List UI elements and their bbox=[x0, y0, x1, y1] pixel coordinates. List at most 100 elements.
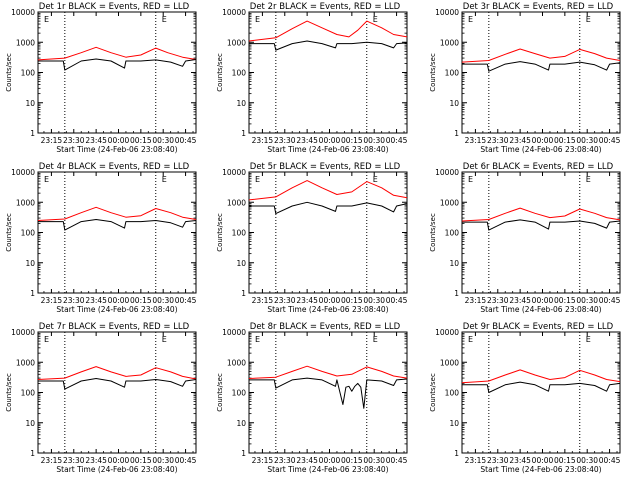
corner-marker-label: E bbox=[468, 15, 473, 24]
y-tick-label: 1 bbox=[30, 449, 35, 458]
corner-marker-label: E bbox=[162, 175, 167, 184]
panel-title: Det 6r BLACK = Events, RED = LLD bbox=[463, 162, 614, 172]
x-tick-label: 23:15 bbox=[465, 136, 487, 145]
corner-marker-label: E bbox=[44, 175, 49, 184]
series-line-lld bbox=[248, 180, 408, 201]
x-tick-label: 23:30 bbox=[274, 296, 296, 305]
series-line-lld bbox=[37, 206, 197, 221]
panel-title: Det 5r BLACK = Events, RED = LLD bbox=[250, 162, 401, 172]
y-tick-label: 10 bbox=[236, 259, 246, 268]
x-tick-label: 23:15 bbox=[252, 296, 274, 305]
y-tick-label: 1 bbox=[241, 289, 246, 298]
series-line-lld bbox=[461, 48, 621, 63]
x-tick-label: 23:45 bbox=[85, 296, 107, 305]
y-tick-label: 1 bbox=[454, 129, 459, 138]
x-tick-label: 00:15 bbox=[554, 456, 576, 465]
panel-det-3: Det 3r BLACK = Events, RED = LLD 1 10 100 10… bbox=[429, 2, 621, 154]
series-line-lld bbox=[461, 369, 621, 384]
x-tick-label: 00:45 bbox=[386, 136, 408, 145]
x-tick-label: 00:15 bbox=[554, 136, 576, 145]
x-tick-label: 00:45 bbox=[599, 456, 621, 465]
y-axis-label: Counts/sec bbox=[216, 373, 224, 412]
x-tick-label: 23:45 bbox=[509, 136, 531, 145]
x-tick-label: 00:00 bbox=[319, 136, 341, 145]
x-axis-label: Start Time (24-Feb-06 23:08:40) bbox=[480, 465, 601, 474]
panel-title: Det 1r BLACK = Events, RED = LLD bbox=[39, 2, 190, 12]
corner-marker-label: E bbox=[468, 175, 473, 184]
y-tick-label: 10000 bbox=[222, 8, 246, 17]
series-line-events bbox=[249, 40, 408, 51]
x-tick-label: 00:15 bbox=[341, 296, 363, 305]
y-tick-label: 1000 bbox=[227, 198, 246, 207]
y-tick-label: 1000 bbox=[16, 358, 35, 367]
plot-frame bbox=[37, 11, 197, 134]
x-tick-label: 00:30 bbox=[576, 136, 598, 145]
series-line-lld bbox=[37, 366, 197, 380]
plot-frame bbox=[461, 171, 621, 294]
corner-marker-label: E bbox=[586, 175, 591, 184]
series-line-lld bbox=[248, 365, 408, 379]
x-tick-label: 00:15 bbox=[341, 136, 363, 145]
x-tick-label: 23:45 bbox=[85, 136, 107, 145]
y-tick-label: 10 bbox=[449, 259, 459, 268]
y-tick-label: 100 bbox=[445, 229, 460, 238]
panel-det-7: Det 7r BLACK = Events, RED = LLD 1 10 100 10… bbox=[5, 322, 197, 474]
x-tick-label: 23:30 bbox=[63, 136, 85, 145]
x-tick-label: 00:15 bbox=[130, 296, 152, 305]
y-tick-label: 1 bbox=[30, 289, 35, 298]
x-tick-label: 00:30 bbox=[152, 456, 174, 465]
y-axis-label: Counts/sec bbox=[5, 53, 13, 92]
x-tick-label: 00:30 bbox=[363, 136, 385, 145]
x-tick-label: 00:00 bbox=[532, 136, 554, 145]
y-axis-label: Counts/sec bbox=[429, 373, 437, 412]
x-tick-label: 00:45 bbox=[175, 136, 197, 145]
y-tick-label: 10000 bbox=[222, 168, 246, 177]
y-tick-label: 100 bbox=[232, 389, 247, 398]
panel-det-6: Det 6r BLACK = Events, RED = LLD 1 10 100 10… bbox=[429, 162, 621, 314]
corner-marker-label: E bbox=[586, 15, 591, 24]
y-tick-label: 10000 bbox=[435, 168, 459, 177]
x-tick-label: 00:45 bbox=[175, 296, 197, 305]
panel-det-1: Det 1r BLACK = Events, RED = LLD 1 10 100 10… bbox=[5, 2, 197, 154]
y-tick-label: 10000 bbox=[435, 328, 459, 337]
series-line-events bbox=[249, 201, 408, 215]
x-tick-label: 00:45 bbox=[599, 136, 621, 145]
x-tick-label: 00:00 bbox=[532, 456, 554, 465]
y-tick-label: 10 bbox=[236, 419, 246, 428]
y-tick-label: 1000 bbox=[440, 198, 459, 207]
y-tick-label: 100 bbox=[232, 69, 247, 78]
corner-marker-label: E bbox=[44, 15, 49, 24]
corner-marker-label: E bbox=[373, 175, 378, 184]
x-axis-label: Start Time (24-Feb-06 23:08:40) bbox=[267, 145, 388, 154]
y-tick-label: 100 bbox=[232, 229, 247, 238]
x-tick-label: 23:30 bbox=[63, 456, 85, 465]
y-tick-label: 10 bbox=[449, 419, 459, 428]
x-tick-label: 00:00 bbox=[319, 456, 341, 465]
plot-frame bbox=[248, 331, 408, 454]
x-tick-label: 00:00 bbox=[108, 296, 130, 305]
y-tick-label: 1000 bbox=[440, 38, 459, 47]
x-tick-label: 00:45 bbox=[599, 296, 621, 305]
x-tick-label: 23:45 bbox=[296, 136, 318, 145]
series-line-lld bbox=[461, 207, 621, 222]
x-tick-label: 00:15 bbox=[130, 456, 152, 465]
x-tick-label: 23:45 bbox=[296, 296, 318, 305]
x-tick-label: 23:45 bbox=[509, 456, 531, 465]
corner-marker-label: E bbox=[468, 335, 473, 344]
corner-marker-label: E bbox=[162, 335, 167, 344]
corner-marker-label: E bbox=[586, 335, 591, 344]
y-tick-label: 1000 bbox=[227, 38, 246, 47]
series-line-events bbox=[462, 219, 621, 231]
x-axis-label: Start Time (24-Feb-06 23:08:40) bbox=[267, 465, 388, 474]
x-tick-label: 00:00 bbox=[108, 456, 130, 465]
panel-det-4: Det 4r BLACK = Events, RED = LLD 1 10 100 10… bbox=[5, 162, 197, 314]
x-axis-label: Start Time (24-Feb-06 23:08:40) bbox=[480, 145, 601, 154]
x-tick-label: 23:45 bbox=[509, 296, 531, 305]
y-tick-label: 10 bbox=[25, 99, 35, 108]
x-tick-label: 23:30 bbox=[63, 296, 85, 305]
x-tick-label: 23:30 bbox=[487, 136, 509, 145]
plot-frame bbox=[37, 331, 197, 454]
x-tick-label: 23:15 bbox=[41, 456, 63, 465]
y-tick-label: 10000 bbox=[435, 8, 459, 17]
